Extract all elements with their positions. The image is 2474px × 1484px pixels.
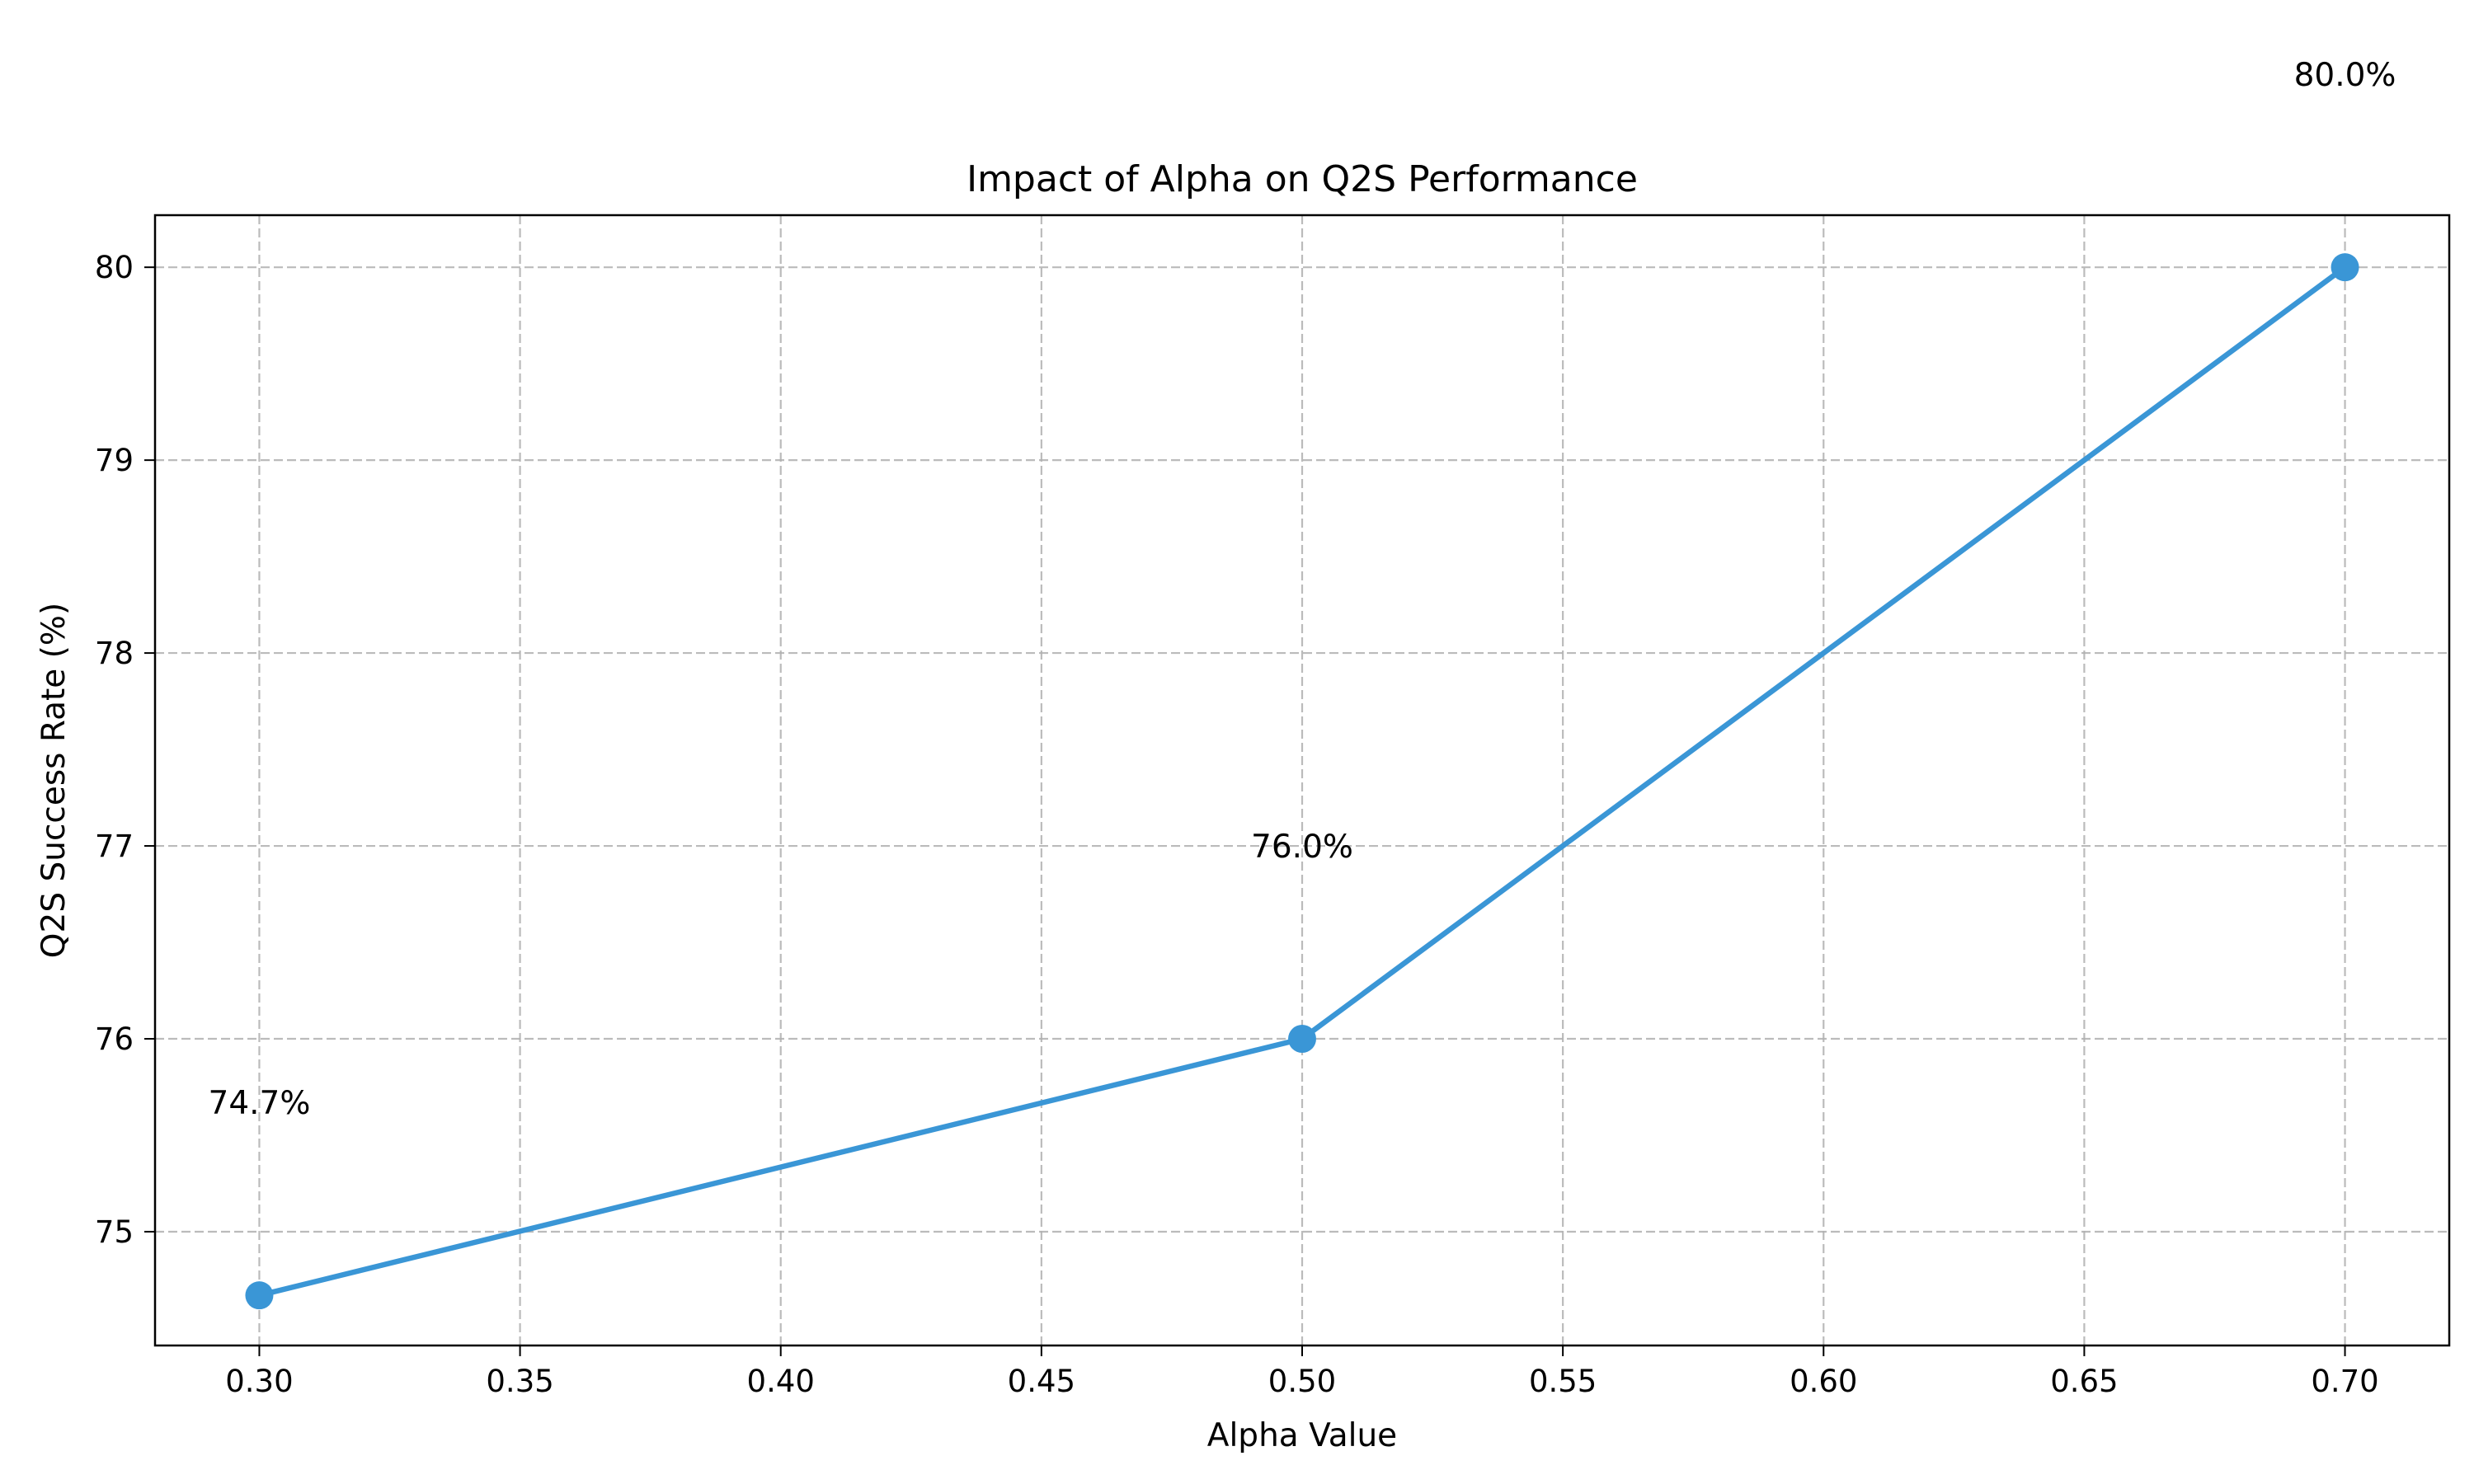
y-axis-label: Q2S Success Rate (%) [35, 603, 73, 958]
data-label: 76.0% [1251, 829, 1353, 866]
x-tick-label: 0.55 [1529, 1364, 1597, 1399]
y-tick-label: 79 [95, 443, 134, 478]
data-label: 80.0% [2294, 57, 2396, 94]
data-point [245, 1281, 274, 1310]
data-point [2331, 253, 2359, 282]
x-tick-label: 0.65 [2050, 1364, 2118, 1399]
axis-ticks: 0.30 0.35 0.40 0.45 0.50 0.55 0.60 0.65 0.70 75 76… [95, 250, 2379, 1399]
y-tick-label: 75 [95, 1214, 134, 1250]
data-point [1288, 1025, 1316, 1054]
x-tick-label: 0.60 [1790, 1364, 1857, 1399]
series-layer [245, 253, 2359, 1310]
grid [155, 215, 2449, 1345]
y-tick-label: 76 [95, 1021, 134, 1057]
y-tick-label: 77 [95, 829, 134, 864]
x-tick-label: 0.70 [2311, 1364, 2378, 1399]
x-tick-label: 0.40 [747, 1364, 815, 1399]
x-tick-label: 0.30 [225, 1364, 293, 1399]
chart-title: Impact of Alpha on Q2S Performance [967, 158, 1638, 200]
data-label: 74.7% [209, 1085, 311, 1122]
x-tick-label: 0.35 [486, 1364, 553, 1399]
x-axis-label: Alpha Value [1207, 1417, 1397, 1454]
x-tick-label: 0.50 [1268, 1364, 1336, 1399]
y-tick-label: 78 [95, 636, 134, 671]
y-tick-label: 80 [95, 250, 134, 285]
data-labels: 74.7% 76.0% 80.0% [209, 57, 2396, 1122]
x-tick-label: 0.45 [1008, 1364, 1075, 1399]
